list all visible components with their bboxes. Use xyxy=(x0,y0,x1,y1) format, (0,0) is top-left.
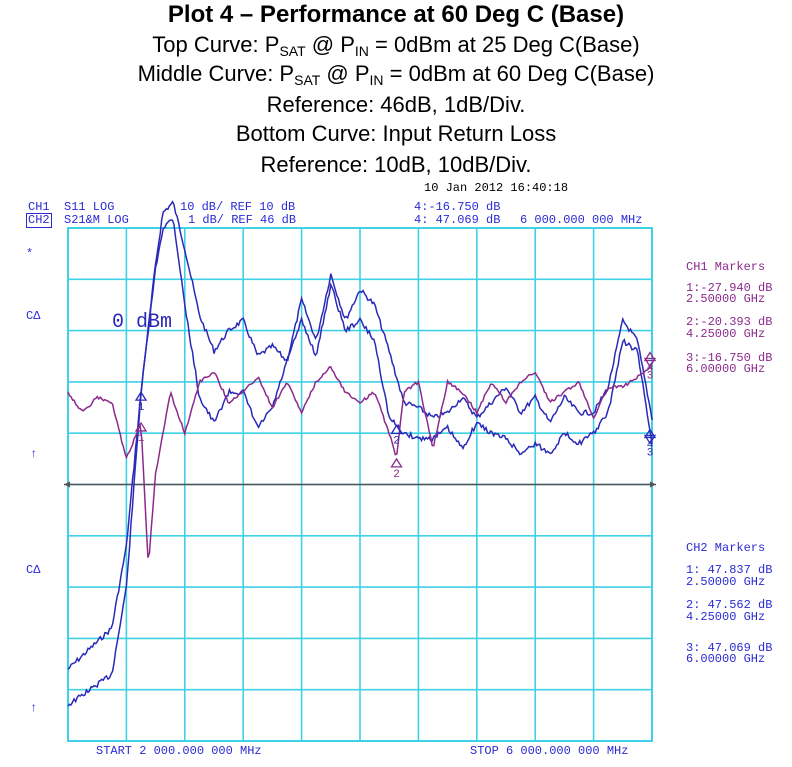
ch2-marker-1-label: 1 xyxy=(138,402,145,414)
stop-frequency: STOP 6 000.000 000 MHz xyxy=(470,744,629,758)
ch1-marker-2-label: 2 xyxy=(393,469,400,481)
bottom-curve-caption: Bottom Curve: Input Return Loss xyxy=(235,121,557,146)
ch2-label: CH2 xyxy=(26,213,52,228)
trace-layer xyxy=(67,200,653,707)
middle-curve-sub-in: IN xyxy=(369,72,384,88)
ch2-marker-3-label: 3 xyxy=(647,447,654,459)
ch2-marker-2-freq: 4.25000 GHz xyxy=(686,610,766,624)
ch1-marker-1-value: 1:-27.940 dB xyxy=(686,281,773,295)
ch2-marker-2-label: 2 xyxy=(393,436,400,448)
active-marker-freq: 6 000.000 000 MHz xyxy=(520,213,643,227)
ch2-marker-3-freq: 6.00000 GHz xyxy=(686,652,766,666)
middle-curve-sub-sat: SAT xyxy=(294,72,321,88)
ch2-scale: 1 dB/ REF 46 dB xyxy=(188,213,297,227)
top-curve-suffix: = 0dBm at 25 Deg C(Base) xyxy=(368,32,640,57)
ch1-marker-2-value: 2:-20.393 dB xyxy=(686,315,773,329)
middle-curve-prefix: Middle Curve: P xyxy=(137,61,295,86)
ch1-markers-title: CH1 Markers xyxy=(686,260,766,274)
start-frequency: START 2 000.000 000 MHz xyxy=(96,744,262,758)
top-curve-trace xyxy=(67,200,653,670)
top-curve-sub-sat: SAT xyxy=(279,43,306,59)
status-symbol-star: * xyxy=(26,247,34,261)
bottom-curve-trace xyxy=(67,364,653,558)
reference-right-arrow xyxy=(650,481,656,488)
ch1-marker-1-freq: 2.50000 GHz xyxy=(686,292,766,306)
ch1-scale: 10 dB/ REF 10 dB xyxy=(180,200,296,214)
ch2-marker-2-value: 2: 47.562 dB xyxy=(686,598,773,612)
top-curve-sub-in: IN xyxy=(354,43,369,59)
ch2-marker-3-symbol xyxy=(643,434,657,445)
plot-grid xyxy=(64,227,656,742)
ch1-marker-3-symbol xyxy=(643,357,657,368)
ch2-markers-title: CH2 Markers xyxy=(686,541,766,555)
ch1-marker-1-symbol xyxy=(134,421,148,432)
ch2-marker-3-value: 3: 47.069 dB xyxy=(686,641,773,655)
ch2-ref-arrow: ↑ xyxy=(30,701,38,715)
middle-curve-caption: Middle Curve: PSAT @ PIN = 0dBm at 60 De… xyxy=(0,61,792,88)
ch1-marker-1-label: 1 xyxy=(138,433,145,445)
ch1-info: S11 LOG xyxy=(64,200,115,214)
ch2-marker-1-freq: 2.50000 GHz xyxy=(686,575,766,589)
ch1-marker-3-label: 3 xyxy=(647,371,654,383)
ch1-ref-arrow: ↑ xyxy=(30,447,38,461)
active-marker-ch2: 4: 47.069 dB xyxy=(414,213,501,227)
ch1-marker-3-freq: 6.00000 GHz xyxy=(686,362,766,376)
middle-curve-suffix: = 0dBm at 60 Deg C(Base) xyxy=(383,61,655,86)
ch2-marker-2-symbol xyxy=(390,424,403,435)
active-marker-ch1: 4:-16.750 dB xyxy=(414,200,501,214)
reference-caption-1: Reference: 46dB, 1dB/Div. xyxy=(266,92,526,117)
ch1-marker-2-symbol xyxy=(390,457,403,468)
ch1-cal-symbol: CΔ xyxy=(26,309,41,323)
timestamp: 10 Jan 2012 16:40:18 xyxy=(424,181,569,195)
ch2-marker-4-symbol xyxy=(643,428,657,439)
ch2-cal-symbol: CΔ xyxy=(26,563,41,577)
middle-curve-trace xyxy=(67,219,653,707)
plot-title: Plot 4 – Performance at 60 Deg C (Base) xyxy=(167,1,625,28)
ch1-label: CH1 xyxy=(28,200,50,214)
reference-left-arrow xyxy=(64,481,70,488)
ch2-info: S21&M LOG xyxy=(64,213,129,227)
ch1-marker-3-value: 3:-16.750 dB xyxy=(686,351,773,365)
power-annotation: 0 dBm xyxy=(112,311,172,334)
top-curve-mid: @ P xyxy=(305,32,355,57)
top-curve-prefix: Top Curve: P xyxy=(152,32,280,57)
middle-curve-mid: @ P xyxy=(320,61,370,86)
ch2-marker-1-value: 1: 47.837 dB xyxy=(686,563,773,577)
reference-caption-2: Reference: 10dB, 10dB/Div. xyxy=(260,152,532,177)
ch2-marker-1-symbol xyxy=(134,390,148,401)
ch1-marker-4-label: 4 xyxy=(647,363,654,375)
top-curve-caption: Top Curve: PSAT @ PIN = 0dBm at 25 Deg C… xyxy=(0,32,792,59)
ch2-marker-4-label: 4 xyxy=(647,439,654,451)
ch1-marker-4-symbol xyxy=(643,351,657,362)
ch1-marker-2-freq: 4.25000 GHz xyxy=(686,327,766,341)
